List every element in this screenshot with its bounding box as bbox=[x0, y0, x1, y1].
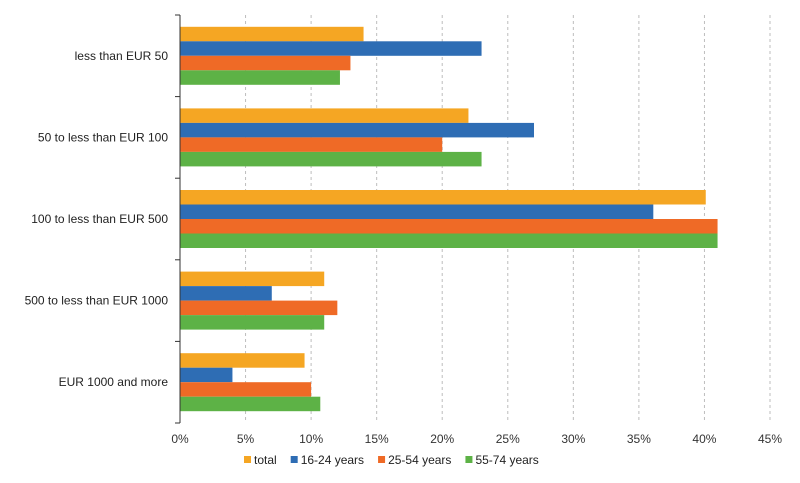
x-tick-label: 25% bbox=[496, 432, 520, 446]
legend-swatch bbox=[465, 456, 473, 463]
x-tick-label: 35% bbox=[627, 432, 651, 446]
legend: total 16-24 years 25-54 years 55-74 years bbox=[244, 453, 539, 467]
legend-swatch bbox=[290, 456, 298, 463]
x-tick-label: 30% bbox=[561, 432, 585, 446]
bar bbox=[180, 70, 340, 85]
x-tick-label: 40% bbox=[692, 432, 716, 446]
legend-label: 55-74 years bbox=[475, 453, 538, 467]
x-tick-label: 20% bbox=[430, 432, 454, 446]
bar bbox=[180, 286, 272, 301]
x-tick-label: 45% bbox=[758, 432, 782, 446]
category-label: 100 to less than EUR 500 bbox=[31, 212, 168, 226]
bar bbox=[180, 219, 718, 234]
x-tick-label: 10% bbox=[299, 432, 323, 446]
bar bbox=[180, 271, 325, 287]
axes: 0% 5% 10% 15% 20% 25% 30% 35% 40% 45% less than EU… bbox=[25, 14, 782, 446]
x-tick-label: 5% bbox=[237, 432, 255, 446]
legend-swatch bbox=[378, 456, 386, 463]
bar bbox=[180, 190, 706, 205]
bar bbox=[180, 396, 321, 412]
bar bbox=[180, 353, 305, 368]
category-label: 50 to less than EUR 100 bbox=[38, 130, 168, 144]
bar bbox=[180, 122, 534, 138]
bar bbox=[180, 41, 482, 56]
legend-label: 25-54 years bbox=[388, 453, 451, 467]
bar bbox=[180, 233, 718, 248]
x-tick-label: 0% bbox=[171, 432, 189, 446]
legend-label: 16-24 years bbox=[301, 453, 364, 467]
bar bbox=[180, 382, 312, 397]
bar bbox=[180, 315, 325, 330]
bar bbox=[180, 108, 469, 123]
legend-swatch bbox=[244, 456, 251, 463]
bar bbox=[180, 55, 351, 71]
category-label: less than EUR 50 bbox=[75, 49, 169, 63]
bar bbox=[180, 151, 482, 167]
bar bbox=[180, 26, 364, 42]
bars bbox=[180, 26, 718, 412]
bar bbox=[180, 367, 233, 383]
bar bbox=[180, 137, 443, 152]
bar bbox=[180, 300, 338, 316]
category-label: EUR 1000 and more bbox=[59, 375, 169, 389]
bar bbox=[180, 204, 654, 219]
legend-label: total bbox=[254, 453, 277, 467]
x-tick-label: 15% bbox=[365, 432, 389, 446]
category-label: 500 to less than EUR 1000 bbox=[25, 294, 169, 308]
